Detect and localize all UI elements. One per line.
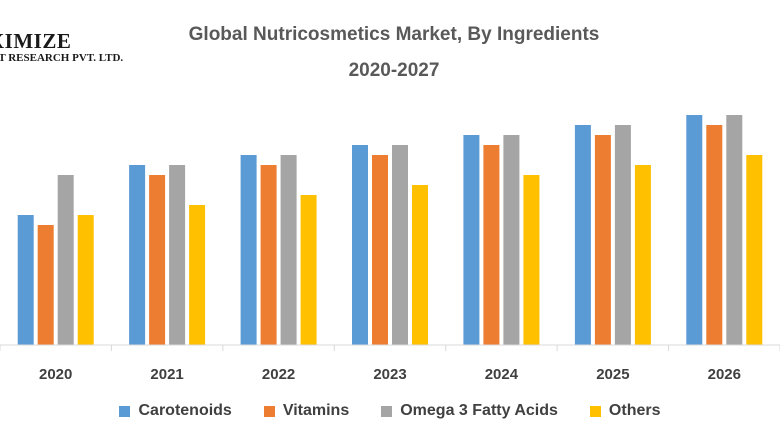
brand-logo: XIMIZE ET RESEARCH PVT. LTD. xyxy=(0,30,160,64)
bar-carotenoids-2024 xyxy=(463,135,480,345)
legend-label-omega-3-fatty-acids: Omega 3 Fatty Acids xyxy=(400,402,558,419)
bar-others-2022 xyxy=(300,195,317,345)
bar-omega-3-fatty-acids-2023 xyxy=(392,145,408,345)
legend-label-vitamins: Vitamins xyxy=(282,402,350,419)
bar-omega-3-fatty-acids-2025 xyxy=(614,125,631,345)
x-tick-label-2026: 2026 xyxy=(708,366,741,383)
chart-legend: Carotenoids Vitamins Omega 3 Fatty Acids Ot… xyxy=(0,402,780,420)
legend-swatch-carotenoids xyxy=(119,405,131,417)
bar-omega-3-fatty-acids-2022 xyxy=(280,155,297,345)
bar-carotenoids-2020 xyxy=(17,215,34,345)
bar-vitamins-2026 xyxy=(706,125,723,345)
x-tick-label-2025: 2025 xyxy=(596,366,629,383)
bar-vitamins-2025 xyxy=(594,135,611,345)
bar-others-2020 xyxy=(77,215,94,345)
bar-omega-3-fatty-acids-2020 xyxy=(57,175,74,345)
bar-others-2026 xyxy=(746,155,763,345)
legend-item-omega-3-fatty-acids: Omega 3 Fatty Acids xyxy=(381,402,558,420)
bar-vitamins-2024 xyxy=(483,145,500,345)
logo-brand-text: XIMIZE xyxy=(0,30,72,53)
legend-label-carotenoids: Carotenoids xyxy=(138,402,232,419)
x-tick-label-2022: 2022 xyxy=(262,366,295,383)
legend-swatch-others xyxy=(589,405,601,417)
legend-swatch-omega-3-fatty-acids xyxy=(381,405,393,417)
x-tick-label-2023: 2023 xyxy=(373,366,406,383)
x-tick-label-2024: 2024 xyxy=(485,366,519,383)
legend-item-others: Others xyxy=(589,402,661,420)
bar-carotenoids-2023 xyxy=(352,145,368,345)
legend-item-carotenoids: Carotenoids xyxy=(119,402,232,420)
bar-vitamins-2020 xyxy=(37,225,54,345)
logo-subtitle-text: ET RESEARCH PVT. LTD. xyxy=(0,52,124,64)
legend-swatch-vitamins xyxy=(263,405,275,417)
bar-others-2021 xyxy=(189,205,206,345)
x-tick-label-2021: 2021 xyxy=(150,366,183,383)
bar-others-2024 xyxy=(523,175,540,345)
bar-omega-3-fatty-acids-2024 xyxy=(503,135,520,345)
chart-title: Global Nutricosmetics Market, By Ingredi… xyxy=(188,24,600,45)
legend-label-others: Others xyxy=(608,402,661,419)
bar-omega-3-fatty-acids-2026 xyxy=(726,115,743,345)
bar-carotenoids-2025 xyxy=(574,125,591,345)
bar-carotenoids-2026 xyxy=(686,115,703,345)
bar-others-2025 xyxy=(634,165,651,345)
bar-carotenoids-2021 xyxy=(129,165,146,345)
legend-item-vitamins: Vitamins xyxy=(263,402,350,420)
bar-carotenoids-2022 xyxy=(240,155,257,345)
bar-vitamins-2021 xyxy=(149,175,166,345)
bar-omega-3-fatty-acids-2021 xyxy=(169,165,186,345)
chart-subtitle: 2020-2027 xyxy=(348,60,440,81)
bar-others-2023 xyxy=(412,185,428,345)
bar-vitamins-2023 xyxy=(372,155,388,345)
x-tick-label-2020: 2020 xyxy=(39,366,72,383)
bar-vitamins-2022 xyxy=(260,165,277,345)
